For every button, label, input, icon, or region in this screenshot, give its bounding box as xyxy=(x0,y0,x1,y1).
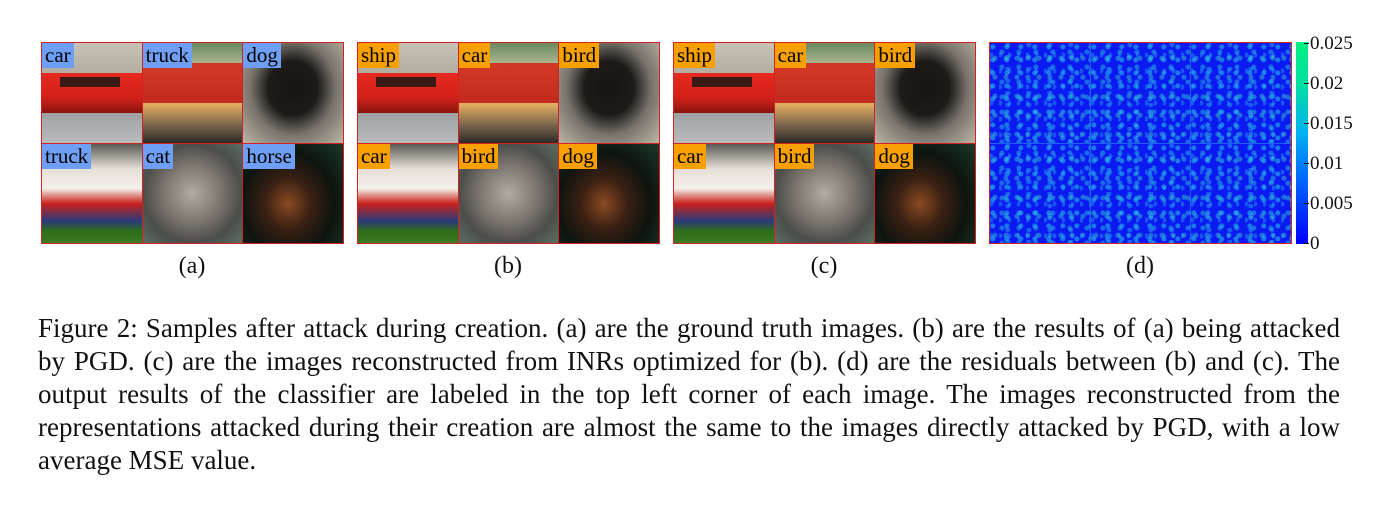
class-label: dog xyxy=(243,43,281,68)
image-tile: horse xyxy=(243,143,343,243)
image-tile: bird xyxy=(559,43,659,143)
residual-tile xyxy=(1191,143,1291,243)
colorbar-tick-label: 0 xyxy=(1304,233,1320,254)
image-tile: dog xyxy=(875,143,975,243)
colorbar-tick-label: 0.02 xyxy=(1303,73,1344,94)
panel-a-ground-truth: car truck dog truck cat horse xyxy=(41,42,344,244)
class-label: car xyxy=(358,143,390,169)
class-label: bird xyxy=(774,143,815,169)
image-tile: bird xyxy=(458,143,559,243)
image-tile: car xyxy=(358,143,458,243)
panel-b-pgd-attacked: ship car bird car bird dog xyxy=(357,42,660,244)
image-tile: car xyxy=(42,43,142,143)
residual-tile xyxy=(990,43,1090,143)
panel-a-letter: (a) xyxy=(178,253,206,279)
image-tile: car xyxy=(674,143,774,243)
colorbar-tick-label: 0.025 xyxy=(1304,33,1353,54)
image-tile: cat xyxy=(142,143,243,243)
image-tile: bird xyxy=(774,143,875,243)
image-tile: bird xyxy=(875,43,975,143)
panel-d-residual-heatmap xyxy=(989,42,1292,244)
class-label: bird xyxy=(458,143,499,169)
figure-caption: Figure 2: Samples after attack during cr… xyxy=(38,313,1340,475)
colorbar-tick-label: 0.015 xyxy=(1304,113,1353,134)
class-label: car xyxy=(774,43,807,68)
colorbar-tick-label: 0.01 xyxy=(1303,153,1344,174)
class-label: cat xyxy=(142,143,174,169)
class-label: dog xyxy=(559,143,597,169)
class-label: car xyxy=(458,43,491,68)
panel-d-letter: (d) xyxy=(1126,253,1154,279)
class-label: truck xyxy=(142,43,192,68)
class-label: bird xyxy=(875,43,916,68)
class-label: truck xyxy=(42,143,92,169)
class-label: ship xyxy=(358,43,400,68)
image-tile: dog xyxy=(243,43,343,143)
colorbar xyxy=(1296,42,1308,244)
panel-b-letter: (b) xyxy=(494,253,522,279)
residual-tile xyxy=(1090,143,1191,243)
class-label: car xyxy=(674,143,706,169)
panel-c-letter: (c) xyxy=(810,253,838,279)
residual-tile xyxy=(1090,43,1191,143)
image-tile: dog xyxy=(559,143,659,243)
image-tile: ship xyxy=(358,43,458,143)
image-tile: truck xyxy=(142,43,243,143)
class-label: car xyxy=(42,43,74,68)
image-tile: ship xyxy=(674,43,774,143)
class-label: horse xyxy=(243,143,295,169)
figure: car truck dog truck cat horse (a) ship c… xyxy=(41,33,1353,279)
panel-c-inr-reconstructed: ship car bird car bird dog xyxy=(673,42,976,244)
class-label: ship xyxy=(674,43,716,68)
image-tile: car xyxy=(774,43,875,143)
residual-tile xyxy=(990,143,1090,243)
image-tile: car xyxy=(458,43,559,143)
class-label: dog xyxy=(875,143,913,169)
class-label: bird xyxy=(559,43,600,68)
image-tile: truck xyxy=(42,143,142,243)
colorbar-tick-label: 0.005 xyxy=(1304,193,1353,214)
residual-tile xyxy=(1191,43,1291,143)
